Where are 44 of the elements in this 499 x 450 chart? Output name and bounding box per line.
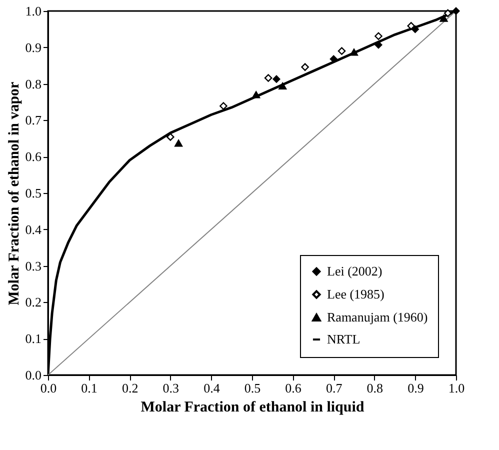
legend-label: Ramanujam (1960) bbox=[327, 310, 428, 324]
x-tick-label: 0.6 bbox=[285, 380, 302, 396]
y-tick-label: 0.6 bbox=[25, 149, 42, 164]
point bbox=[264, 74, 272, 82]
y-tick-label: 0.0 bbox=[25, 368, 42, 382]
x-tick-label: 0.2 bbox=[122, 380, 138, 396]
point bbox=[444, 9, 452, 18]
legend-label: NRTL bbox=[327, 332, 360, 346]
point bbox=[272, 75, 280, 83]
legend-label: Lee (1985) bbox=[327, 286, 384, 302]
y-tick-label: 0.2 bbox=[25, 294, 42, 310]
x-tick-label: 0.9 bbox=[408, 380, 424, 396]
point bbox=[220, 102, 228, 110]
y-tick-label: 0.8 bbox=[25, 76, 42, 92]
point bbox=[252, 91, 260, 98]
x-tick-label: 0.8 bbox=[366, 380, 384, 396]
y-tick-label: 0.3 bbox=[25, 258, 42, 274]
point bbox=[452, 7, 460, 15]
y-tick-label: 0.1 bbox=[25, 331, 42, 346]
point bbox=[350, 48, 358, 56]
point bbox=[338, 47, 346, 55]
point bbox=[374, 32, 382, 40]
x-axis-title: Molar Fraction of ethanol in liquid bbox=[140, 400, 365, 416]
point bbox=[440, 14, 448, 22]
point bbox=[278, 82, 287, 90]
point bbox=[166, 133, 174, 141]
x-tick-label: 0.1 bbox=[81, 380, 98, 396]
legend-label: Lei (2002) bbox=[327, 264, 382, 278]
y-tick-label: 0.5 bbox=[25, 186, 42, 200]
y-tick-label: 0.4 bbox=[25, 222, 42, 237]
point bbox=[174, 140, 183, 147]
point bbox=[411, 25, 419, 33]
point bbox=[301, 63, 309, 71]
x-tick-label: 1.0 bbox=[448, 380, 465, 396]
x-tick-label: 0.5 bbox=[244, 380, 261, 396]
point bbox=[407, 22, 416, 30]
y-tick-label: 1.0 bbox=[25, 4, 42, 18]
x-tick-label: 0.7 bbox=[326, 380, 343, 396]
x-tick-label: 0.0 bbox=[40, 380, 57, 396]
x-tick-label: 0.4 bbox=[204, 380, 220, 396]
x-tick-label: 0.3 bbox=[162, 380, 180, 396]
y-axis-title: Molar Fraction of ethanol in vapor bbox=[6, 81, 22, 306]
y-tick-label: 0.9 bbox=[25, 40, 42, 55]
y-tick-label: 0.7 bbox=[25, 112, 42, 128]
